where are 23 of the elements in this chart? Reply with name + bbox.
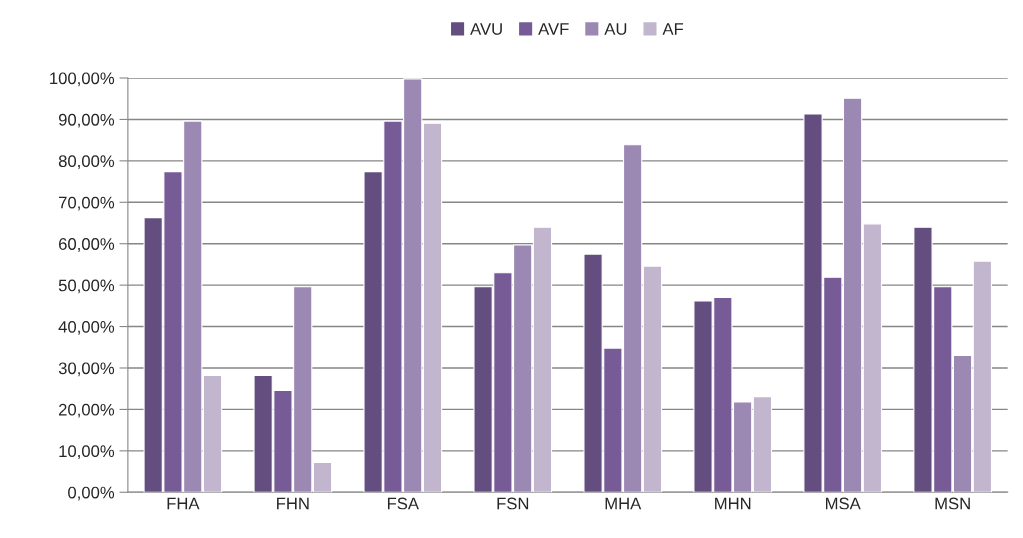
y-tick-label: 60,00%: [59, 238, 115, 252]
x-tick-label: FHN: [277, 497, 309, 510]
x-tick-label: MHN: [715, 497, 751, 510]
x-tick-label: FHA: [167, 497, 200, 510]
x-tick-label: FSA: [387, 497, 419, 510]
legend-label: AU: [604, 23, 627, 35]
y-tick-label: 40,00%: [58, 320, 115, 335]
legend-label: AF: [662, 23, 684, 35]
legend-label: AVU: [470, 23, 502, 35]
x-tick-label: FSN: [497, 497, 529, 510]
y-tick-label: 10,00%: [59, 445, 115, 460]
y-tick-label: 90,00%: [58, 113, 115, 128]
x-tick-label: MSA: [826, 497, 861, 510]
x-tick-label: MHA: [605, 497, 642, 510]
legend-label: AVF: [538, 23, 569, 35]
y-tick-label: 80,00%: [58, 155, 115, 170]
y-tick-label: 50,00%: [58, 279, 115, 294]
y-tick-label: 100,00%: [50, 72, 115, 87]
y-tick-label: 30,00%: [58, 362, 115, 377]
y-tick-label: 70,00%: [59, 196, 115, 211]
y-tick-label: 20,00%: [59, 403, 115, 418]
x-tick-label: MSN: [935, 497, 970, 510]
y-tick-label: 0,00%: [68, 486, 115, 501]
